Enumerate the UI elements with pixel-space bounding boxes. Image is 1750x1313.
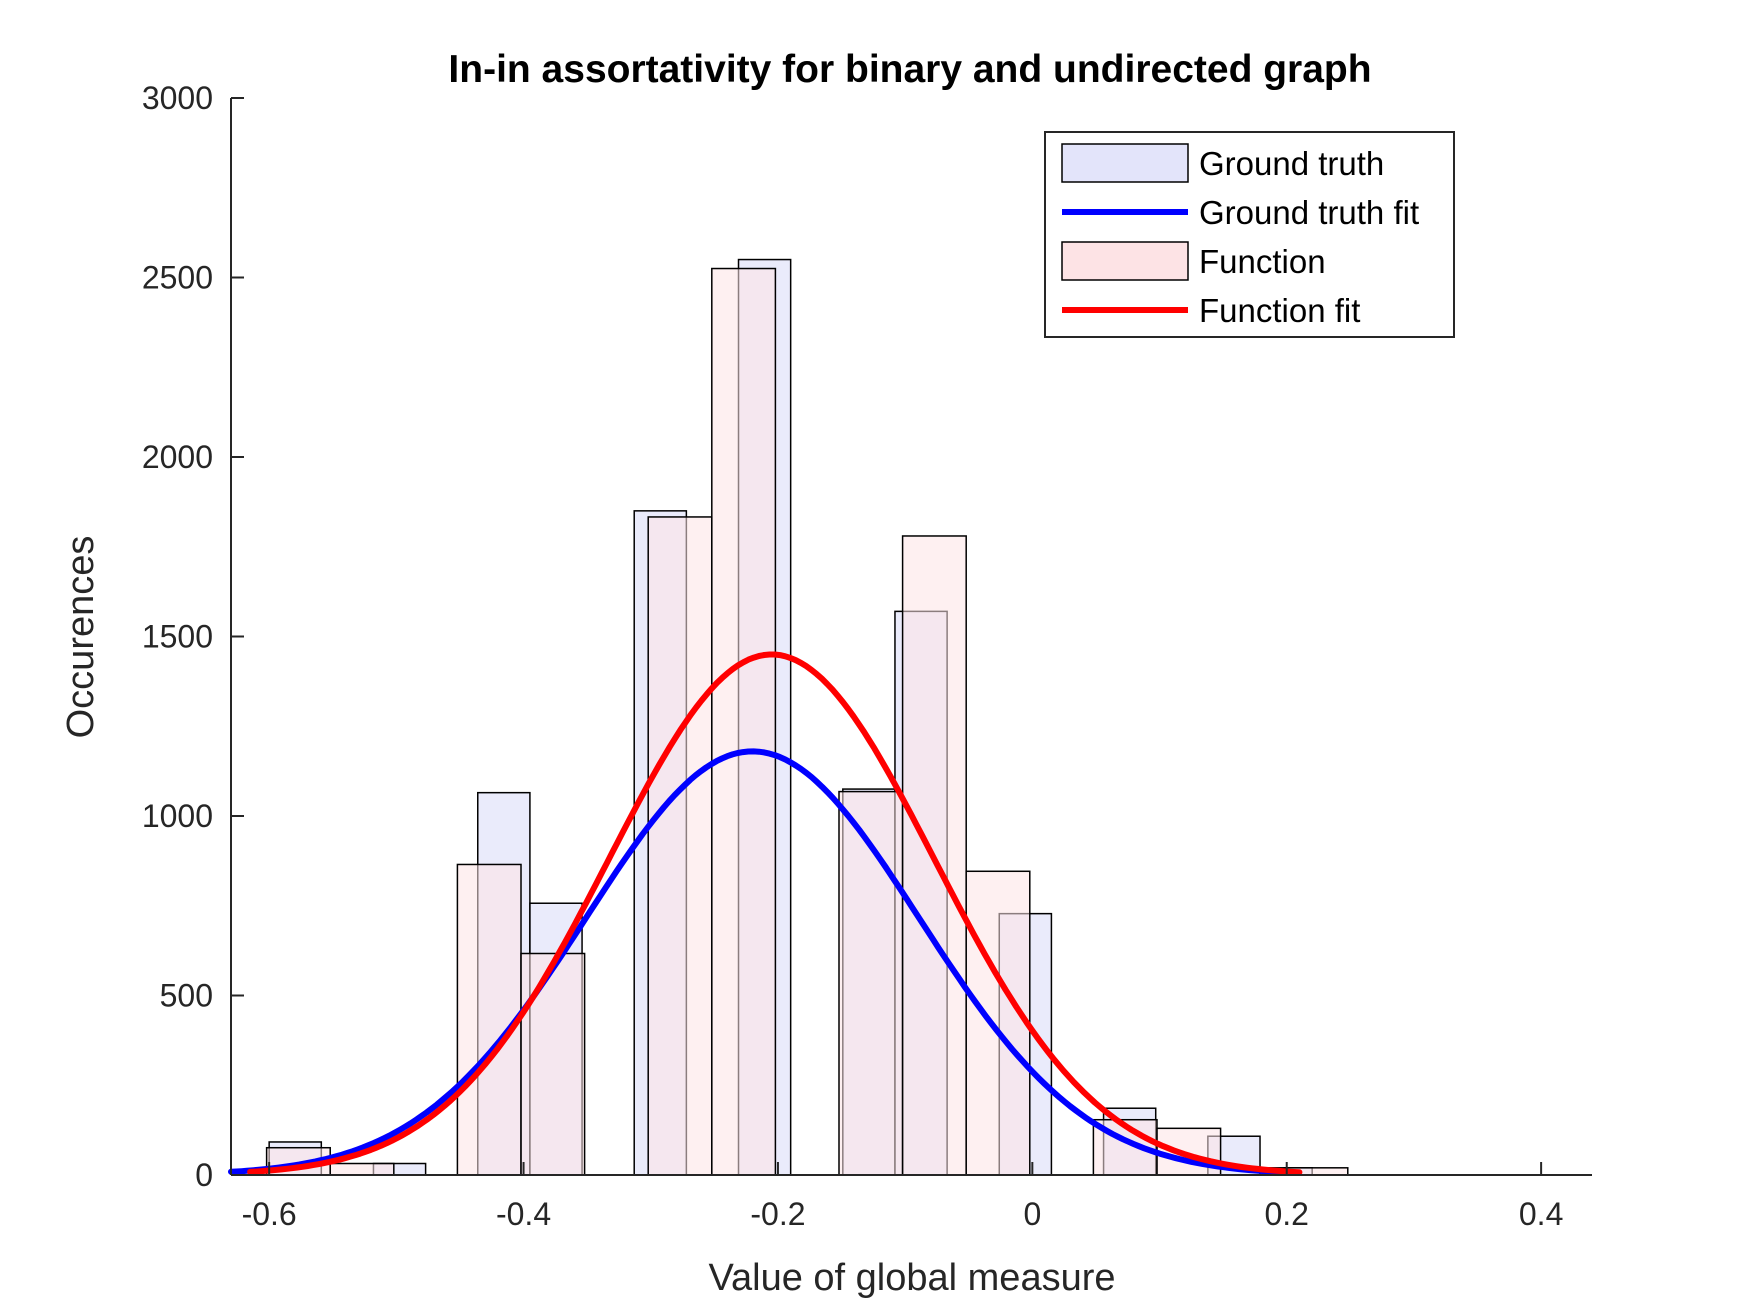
legend-swatch <box>1061 241 1189 281</box>
function-bar <box>965 870 1031 1176</box>
ground-truth-fit-line <box>228 748 1290 1176</box>
y-ticks: 0 500 1000 1500 2000 2500 3000 <box>142 80 244 1193</box>
x-tick-label: -0.2 <box>750 1196 805 1232</box>
function-bar <box>711 267 777 1176</box>
legend-label: Function <box>1199 243 1326 280</box>
function-bar <box>329 1162 395 1176</box>
x-tick-label: 0.2 <box>1264 1196 1308 1232</box>
function-bars <box>265 267 1349 1176</box>
x-axis-label: Value of global measure <box>709 1257 1116 1299</box>
function-bar <box>647 516 713 1176</box>
function-fit-line <box>247 651 1303 1176</box>
fit-lines <box>228 651 1303 1176</box>
y-tick-label: 2500 <box>142 260 213 296</box>
function-bar <box>838 790 904 1176</box>
function-bar <box>456 863 522 1176</box>
function-bar <box>520 952 586 1176</box>
y-tick-label: 3000 <box>142 80 213 116</box>
legend-swatch <box>1061 143 1189 183</box>
y-tick-label: 0 <box>195 1157 213 1193</box>
x-tick-label: 0.4 <box>1519 1196 1563 1232</box>
y-tick-label: 1000 <box>142 798 213 834</box>
legend-label: Function fit <box>1199 292 1360 329</box>
y-tick-label: 2000 <box>142 439 213 475</box>
x-ticks: -0.6 -0.4 -0.2 0 0.2 0.4 <box>242 1162 1563 1232</box>
legend: Ground truth Ground truth fit Function Func… <box>1044 131 1455 338</box>
x-tick-label: -0.6 <box>242 1196 297 1232</box>
legend-label: Ground truth fit <box>1199 194 1419 231</box>
chart-title: In-in assortativity for binary and undir… <box>448 48 1371 91</box>
y-tick-label: 500 <box>160 978 213 1014</box>
y-axis-label: Occurences <box>60 536 102 739</box>
x-tick-label: 0 <box>1023 1196 1041 1232</box>
legend-label: Ground truth <box>1199 145 1384 182</box>
x-tick-label: -0.4 <box>496 1196 551 1232</box>
y-tick-label: 1500 <box>142 619 213 655</box>
